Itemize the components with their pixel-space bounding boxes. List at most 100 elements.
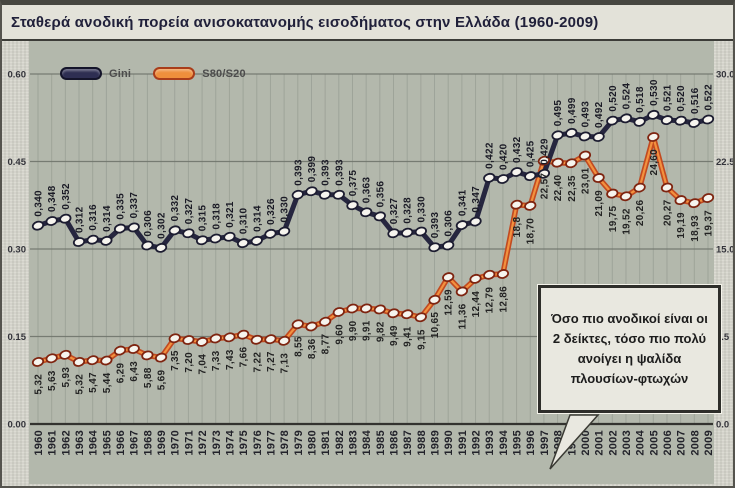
gini-value-label: 0,393	[430, 212, 441, 239]
x-axis-year-label: 1969	[156, 430, 168, 456]
s80-value-label: 22,57	[539, 173, 550, 200]
s80-value-label: 12,59	[444, 289, 455, 316]
gini-marker	[346, 200, 359, 211]
x-axis-year-label: 1985	[375, 430, 387, 456]
s80-value-label: 12,79	[485, 287, 496, 314]
gini-marker	[72, 237, 86, 247]
gini-value-label: 0,348	[47, 185, 58, 212]
s80-marker	[127, 344, 140, 354]
x-axis-year-label: 1978	[279, 430, 291, 456]
gini-value-label: 0,518	[635, 86, 646, 113]
gini-value-label: 0,393	[293, 159, 304, 186]
s80-marker	[414, 312, 427, 323]
legend-gini-label: Gini	[109, 67, 132, 80]
gini-marker	[59, 213, 72, 224]
s80-value-label: 7,27	[266, 351, 277, 372]
gini-value-label: 0,375	[348, 170, 359, 197]
x-axis-year-label: 1971	[183, 430, 195, 456]
gini-value-label: 0,306	[444, 210, 455, 237]
s80-marker	[31, 357, 45, 367]
x-axis-year-label: 1974	[224, 429, 236, 455]
x-axis-year-label: 1995	[512, 430, 524, 456]
x-axis-year-label: 1987	[402, 430, 414, 456]
gini-marker	[442, 240, 455, 251]
s80-value-label: 19,52	[621, 208, 632, 235]
gini-value-label: 0,312	[75, 206, 86, 233]
gini-value-label: 0,318	[211, 203, 222, 230]
x-axis-year-label: 1990	[443, 430, 455, 456]
gini-marker	[86, 234, 99, 245]
s80-value-label: 5,32	[75, 374, 86, 395]
s80-value-label: 20,26	[635, 200, 646, 227]
s80-marker	[537, 155, 551, 166]
gini-marker	[483, 172, 496, 183]
gini-marker	[209, 233, 222, 244]
s80-marker	[401, 309, 414, 320]
s80-value-label: 5,69	[157, 369, 168, 390]
s80-value-label: 11,36	[457, 303, 468, 329]
x-axis-year-label: 1989	[430, 430, 442, 456]
left-axis-tick-label: 0.30	[8, 245, 27, 256]
s80-marker	[113, 345, 127, 356]
s80-marker	[278, 335, 291, 346]
gini-value-label: 0,393	[334, 159, 345, 186]
x-axis-year-label: 2009	[703, 430, 715, 456]
right-axis-tick-label: 0.0	[716, 420, 729, 431]
s80-value-label: 5,32	[34, 374, 45, 395]
s80-value-label: 7,33	[211, 350, 222, 371]
chart-area: 0.60 30.0 0.45 22.5 0.30 15.0 0.15 7.5 0.00 0.0 0,…	[2, 41, 733, 486]
s80-value-label: 5,93	[61, 367, 72, 388]
gini-marker	[31, 220, 45, 231]
gini-value-label: 0,330	[280, 196, 291, 223]
s80-marker	[633, 182, 646, 193]
x-axis-year-label: 1968	[142, 430, 154, 456]
gini-value-label: 0,352	[61, 183, 72, 210]
s80-value-label: 9,90	[348, 320, 359, 341]
s80-value-label: 8,36	[307, 338, 318, 359]
x-axis-year-label: 1997	[539, 430, 551, 456]
s80-marker	[305, 321, 318, 332]
gini-value-label: 0,520	[676, 85, 687, 112]
x-axis-year-label: 2005	[648, 430, 660, 456]
s80-marker	[72, 357, 86, 367]
gini-marker	[510, 167, 523, 177]
gini-value-label: 0,316	[88, 204, 99, 231]
s80-value-label: 6,29	[116, 362, 127, 383]
s80-marker	[168, 333, 181, 344]
gini-marker	[305, 186, 318, 197]
right-axis-tick-label: 30.0	[716, 70, 735, 81]
gini-value-label: 0,399	[307, 156, 318, 183]
s80-marker	[387, 308, 400, 319]
left-axis-tick-label: 0.60	[8, 70, 27, 81]
s80-value-label: 9,49	[389, 325, 400, 346]
gini-value-label: 0,327	[184, 198, 195, 225]
gini-marker	[387, 228, 400, 239]
gini-marker	[250, 235, 263, 246]
gini-marker	[45, 216, 58, 226]
gini-marker	[373, 211, 386, 222]
right-axis-tick-label: 7.5	[716, 332, 730, 343]
s80-marker	[496, 269, 510, 279]
x-axis-year-label: 1979	[293, 430, 305, 456]
gini-marker	[360, 207, 373, 218]
x-axis-year-label: 1964	[88, 429, 100, 455]
s80-marker	[592, 173, 605, 183]
x-axis-year-label: 2007	[676, 430, 688, 456]
s80-marker	[182, 335, 195, 345]
s80-marker	[578, 150, 592, 161]
s80-value-label: 7,22	[252, 352, 263, 373]
s80-marker	[236, 329, 250, 340]
x-axis-year-label: 1994	[498, 429, 510, 455]
s80-value-label: 22,40	[553, 175, 564, 202]
gini-value-label: 0,337	[129, 192, 140, 219]
s80-marker	[86, 355, 99, 366]
gini-value-label: 0,516	[690, 87, 701, 114]
gini-value-label: 0,432	[512, 136, 523, 163]
gini-marker	[633, 116, 646, 127]
x-axis-year-label: 1963	[74, 430, 86, 456]
s80-value-label: 5,47	[88, 372, 99, 393]
gini-marker	[168, 225, 181, 236]
x-axis-year-label: 2003	[621, 430, 633, 456]
gini-marker	[428, 242, 441, 253]
